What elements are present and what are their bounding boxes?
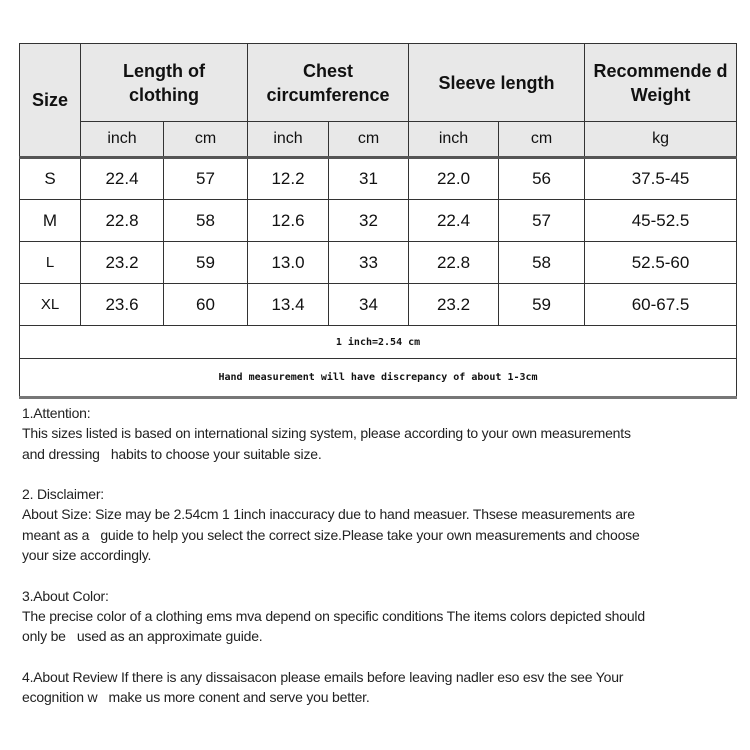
discrepancy-row: Hand measurement will have discrepancy o…	[18, 358, 738, 399]
unit-cell: cm	[498, 121, 586, 158]
unit-cell: kg	[584, 121, 738, 158]
conversion-note: 1 inch=2.54 cm	[18, 325, 738, 359]
header-weight: Recommende d Weight	[584, 43, 738, 122]
cell-chest-cm: 31	[327, 157, 410, 200]
cell-weight: 37.5-45	[584, 157, 738, 200]
unit-cell: inch	[80, 121, 164, 158]
table-row: M 22.8 58 12.6 32 22.4 57 45-52.5	[19, 199, 738, 242]
note-text: meant as a guide to help you select the …	[22, 526, 640, 543]
cell-sleeve-cm: 59	[498, 283, 586, 326]
units-row: inch cm inch cm inch cm kg	[19, 121, 738, 158]
cell-length-in: 22.4	[80, 157, 164, 200]
cell-length-cm: 60	[163, 283, 248, 326]
cell-size: L	[19, 241, 81, 284]
cell-weight: 45-52.5	[584, 199, 738, 242]
cell-length-cm: 59	[163, 241, 248, 284]
note-section: 3.About Color: The precise color of a clo…	[22, 586, 742, 647]
cell-chest-cm: 34	[327, 283, 410, 326]
cell-chest-in: 12.2	[247, 157, 329, 200]
cell-sleeve-in: 23.2	[408, 283, 500, 326]
unit-cell: inch	[408, 121, 500, 158]
conversion-row: 1 inch=2.54 cm	[18, 325, 738, 359]
unit-cell: cm	[327, 121, 410, 158]
note-text: The precise color of a clothing ems mva …	[22, 607, 645, 624]
note-heading: 4.About Review If there is any dissaisac…	[22, 668, 624, 685]
cell-weight: 52.5-60	[584, 241, 738, 284]
cell-sleeve-cm: 58	[498, 241, 586, 284]
cell-sleeve-cm: 57	[498, 199, 586, 242]
cell-length-in: 23.6	[80, 283, 164, 326]
note-section: 1.Attention: This sizes listed is based o…	[22, 403, 742, 464]
header-length: Length of clothing	[80, 43, 248, 122]
cell-chest-in: 13.4	[247, 283, 329, 326]
table-row: XL 23.6 60 13.4 34 23.2 59 60-67.5	[19, 283, 738, 326]
header-sleeve: Sleeve length	[408, 43, 586, 122]
cell-size: M	[19, 199, 81, 242]
cell-chest-in: 12.6	[247, 199, 329, 242]
table-row: S 22.4 57 12.2 31 22.0 56 37.5-45	[19, 157, 738, 200]
note-text: and dressing habits to choose your suita…	[22, 445, 322, 462]
cell-sleeve-in: 22.4	[408, 199, 500, 242]
unit-cell: inch	[247, 121, 329, 158]
notes-section: 1.Attention: This sizes listed is based o…	[22, 403, 742, 728]
size-chart-table: Size Length of clothing Chest circumfere…	[18, 43, 738, 399]
cell-length-in: 22.8	[80, 199, 164, 242]
discrepancy-note: Hand measurement will have discrepancy o…	[18, 358, 738, 399]
cell-length-in: 23.2	[80, 241, 164, 284]
cell-size: S	[19, 157, 81, 200]
cell-chest-cm: 32	[327, 199, 410, 242]
cell-chest-cm: 33	[327, 241, 410, 284]
cell-sleeve-cm: 56	[498, 157, 586, 200]
note-section: 4.About Review If there is any dissaisac…	[22, 667, 742, 708]
cell-size: XL	[19, 283, 81, 326]
cell-length-cm: 57	[163, 157, 248, 200]
note-heading: 3.About Color:	[22, 587, 109, 604]
note-section: 2. Disclaimer: About Size: Size may be 2.…	[22, 484, 742, 565]
header-row: Size Length of clothing Chest circumfere…	[19, 43, 738, 158]
note-text: About Size: Size may be 2.54cm 1 1inch i…	[22, 506, 635, 523]
table-row: L 23.2 59 13.0 33 22.8 58 52.5-60	[19, 241, 738, 284]
note-text: This sizes listed is based on internatio…	[22, 425, 631, 442]
cell-sleeve-in: 22.8	[408, 241, 500, 284]
note-text: ecognition w make us more conent and ser…	[22, 689, 370, 706]
note-text: only be used as an approximate guide.	[22, 628, 263, 645]
cell-weight: 60-67.5	[584, 283, 738, 326]
note-heading: 1.Attention:	[22, 405, 91, 421]
header-chest: Chest circumference	[246, 43, 410, 122]
note-text: your size accordingly.	[22, 547, 152, 564]
cell-chest-in: 13.0	[247, 241, 329, 284]
cell-sleeve-in: 22.0	[408, 157, 500, 200]
cell-length-cm: 58	[163, 199, 248, 242]
note-heading: 2. Disclaimer:	[22, 486, 104, 503]
unit-cell: cm	[163, 121, 248, 158]
header-size: Size	[19, 43, 81, 158]
